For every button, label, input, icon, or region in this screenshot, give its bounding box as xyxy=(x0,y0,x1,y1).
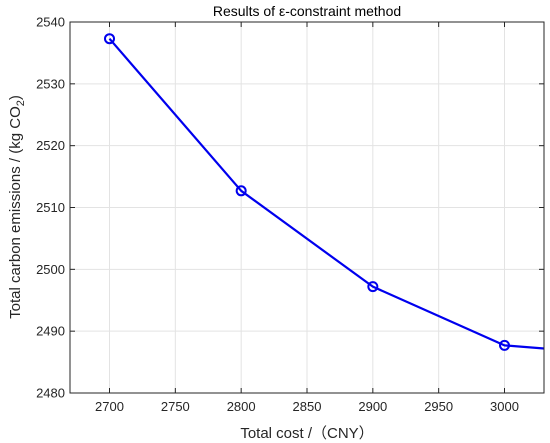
series-line xyxy=(108,37,545,350)
x-tick-label: 2800 xyxy=(227,399,256,414)
x-tick-label: 2850 xyxy=(293,399,322,414)
x-tick-label: 2750 xyxy=(161,399,190,414)
y-tick-label: 2510 xyxy=(36,200,65,215)
x-tick-label: 3000 xyxy=(490,399,519,414)
ticks: 2700 2750 2800 2850 2900 2950 3000 2480 2490 2500… xyxy=(36,15,544,414)
series-layer xyxy=(104,33,545,351)
data-point-marker xyxy=(235,185,247,197)
y-axis-label-subscript: 2 xyxy=(15,100,27,106)
y-tick-label: 2480 xyxy=(36,386,65,401)
y-axis-label-prefix: Total carbon emissions / (kg CO xyxy=(7,106,24,319)
x-tick-label: 2900 xyxy=(358,399,387,414)
y-tick-label: 2520 xyxy=(36,138,65,153)
y-axis-label-suffix: ) xyxy=(7,95,24,100)
x-tick-label: 2700 xyxy=(95,399,124,414)
data-point-marker xyxy=(104,33,115,45)
x-tick-label: 2950 xyxy=(424,399,453,414)
y-tick-label: 2500 xyxy=(36,262,65,277)
y-tick-label: 2490 xyxy=(36,324,65,339)
y-tick-label: 2540 xyxy=(36,15,65,30)
data-point-marker xyxy=(367,281,379,293)
y-axis-label: Total carbon emissions / (kg CO2) xyxy=(7,95,27,319)
data-point-marker xyxy=(499,339,510,351)
x-axis-label: Total cost /（CNY） xyxy=(240,425,373,442)
y-tick-label: 2530 xyxy=(36,76,65,91)
chart-title: Results of ε-constraint method xyxy=(213,3,401,19)
